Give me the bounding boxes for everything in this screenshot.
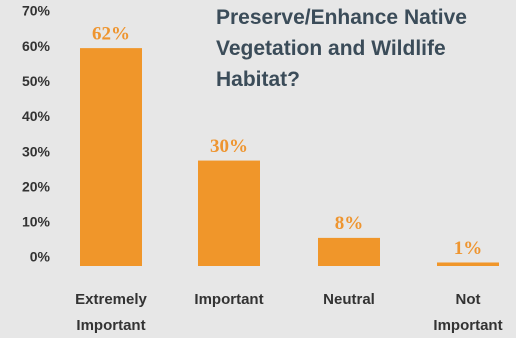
y-tick-label: 50%: [22, 73, 51, 89]
value-label: 30%: [210, 136, 248, 157]
x-tick-label: Important: [76, 317, 145, 334]
x-tick-label: Neutral: [323, 291, 375, 308]
y-tick-label: 10%: [22, 214, 51, 230]
value-label: 1%: [454, 238, 483, 259]
x-tick-label: Important: [194, 291, 263, 308]
bar: [437, 262, 499, 266]
bar: [318, 237, 380, 266]
x-tick-label: Important: [433, 317, 502, 334]
chart-title: Preserve/Enhance Native Vegetation and W…: [216, 6, 467, 91]
y-tick-label: 30%: [22, 143, 51, 159]
value-label: 8%: [335, 213, 364, 234]
x-tick-label: Extremely: [75, 291, 147, 308]
y-tick-label: 60%: [22, 38, 51, 54]
y-tick-label: 40%: [22, 108, 51, 124]
bar: [198, 160, 260, 266]
y-tick-label: 70%: [22, 3, 51, 19]
bar: [80, 48, 142, 266]
x-tick-label: Not: [456, 291, 481, 308]
title-box: Preserve/Enhance Native Vegetation and W…: [216, 6, 467, 91]
y-tick-label: 0%: [30, 249, 51, 265]
y-tick-label: 20%: [22, 178, 51, 194]
value-label: 62%: [92, 23, 130, 44]
